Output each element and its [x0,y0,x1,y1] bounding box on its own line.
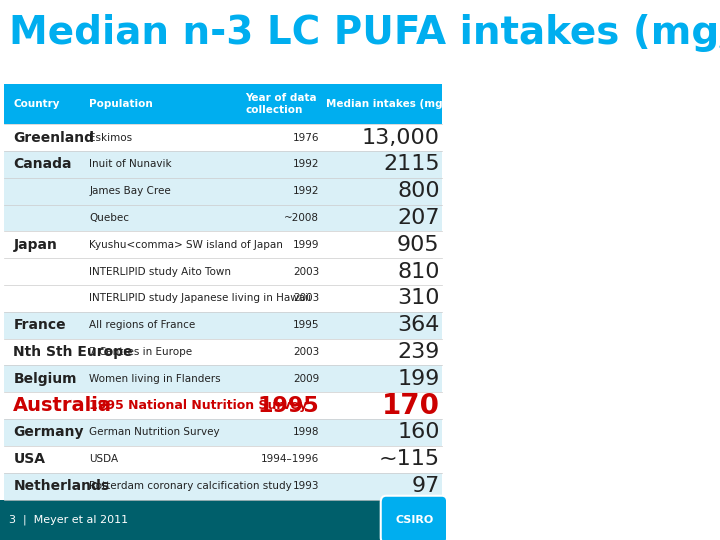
Text: Population: Population [89,99,153,109]
Text: 170: 170 [382,392,440,420]
FancyBboxPatch shape [4,258,442,285]
Text: 800: 800 [397,181,440,201]
Text: All regions of France: All regions of France [89,320,196,330]
Text: 1992: 1992 [292,186,319,196]
Text: James Bay Cree: James Bay Cree [89,186,171,196]
Text: Women living in Flanders: Women living in Flanders [89,374,221,384]
Text: Netherlands: Netherlands [14,479,109,493]
Text: ~115: ~115 [379,449,440,469]
Text: 7 Centres in Europe: 7 Centres in Europe [89,347,192,357]
FancyBboxPatch shape [4,232,442,258]
Text: Eskimos: Eskimos [89,133,132,143]
FancyBboxPatch shape [4,151,442,178]
Text: Kyushu<comma> SW island of Japan: Kyushu<comma> SW island of Japan [89,240,283,250]
Text: 13,000: 13,000 [361,127,440,147]
Text: 1992: 1992 [292,159,319,170]
Text: Median intakes (mg/day): Median intakes (mg/day) [326,99,472,109]
FancyBboxPatch shape [4,446,442,472]
Text: 1995: 1995 [258,396,319,416]
FancyBboxPatch shape [4,124,442,151]
Text: 2003: 2003 [293,267,319,276]
Text: 2003: 2003 [293,293,319,303]
Text: 2003: 2003 [293,347,319,357]
Text: Germany: Germany [14,426,84,440]
Text: 1995 National Nutrition Survey: 1995 National Nutrition Survey [89,399,307,412]
Text: 1995: 1995 [292,320,319,330]
Text: INTERLIPID study Aito Town: INTERLIPID study Aito Town [89,267,231,276]
Text: 810: 810 [397,262,440,282]
FancyBboxPatch shape [4,285,442,312]
FancyBboxPatch shape [4,312,442,339]
FancyBboxPatch shape [4,178,442,205]
Text: Greenland: Greenland [14,131,94,145]
Text: INTERLIPID study Japanese living in Hawaii: INTERLIPID study Japanese living in Hawa… [89,293,311,303]
Text: Belgium: Belgium [14,372,77,386]
Text: 1998: 1998 [292,428,319,437]
FancyBboxPatch shape [0,500,446,540]
Text: 1976: 1976 [292,133,319,143]
Text: Rotterdam coronary calcification study: Rotterdam coronary calcification study [89,481,292,491]
Text: USA: USA [14,453,45,466]
FancyBboxPatch shape [4,205,442,232]
Text: France: France [14,318,66,332]
Text: 1999: 1999 [292,240,319,250]
Text: 207: 207 [397,208,440,228]
FancyBboxPatch shape [4,419,442,446]
FancyBboxPatch shape [4,472,442,500]
Text: 905: 905 [397,235,440,255]
Text: 199: 199 [397,369,440,389]
Text: Canada: Canada [14,158,72,171]
FancyBboxPatch shape [4,392,442,419]
Text: 160: 160 [397,422,440,442]
Text: 310: 310 [397,288,440,308]
Text: 3  |  Meyer et al 2011: 3 | Meyer et al 2011 [9,515,128,525]
Text: Nth Sth Europe: Nth Sth Europe [14,345,133,359]
Text: Median n-3 LC PUFA intakes (mg/day): Median n-3 LC PUFA intakes (mg/day) [9,14,720,51]
Text: 1993: 1993 [292,481,319,491]
FancyBboxPatch shape [4,84,442,124]
Text: Australia: Australia [14,396,112,415]
Text: 2009: 2009 [293,374,319,384]
Text: CSIRO: CSIRO [395,515,433,525]
Text: Quebec: Quebec [89,213,130,223]
Text: Japan: Japan [14,238,58,252]
Text: 97: 97 [411,476,440,496]
FancyBboxPatch shape [4,339,442,366]
Text: Year of data
collection: Year of data collection [246,93,317,115]
Text: 1994–1996: 1994–1996 [261,454,319,464]
Text: 364: 364 [397,315,440,335]
Text: ~2008: ~2008 [284,213,319,223]
Text: USDA: USDA [89,454,118,464]
FancyBboxPatch shape [4,366,442,392]
FancyBboxPatch shape [381,496,447,540]
Text: Country: Country [14,99,60,109]
Text: 239: 239 [397,342,440,362]
Text: 2115: 2115 [383,154,440,174]
Text: Inuit of Nunavik: Inuit of Nunavik [89,159,172,170]
Text: German Nutrition Survey: German Nutrition Survey [89,428,220,437]
